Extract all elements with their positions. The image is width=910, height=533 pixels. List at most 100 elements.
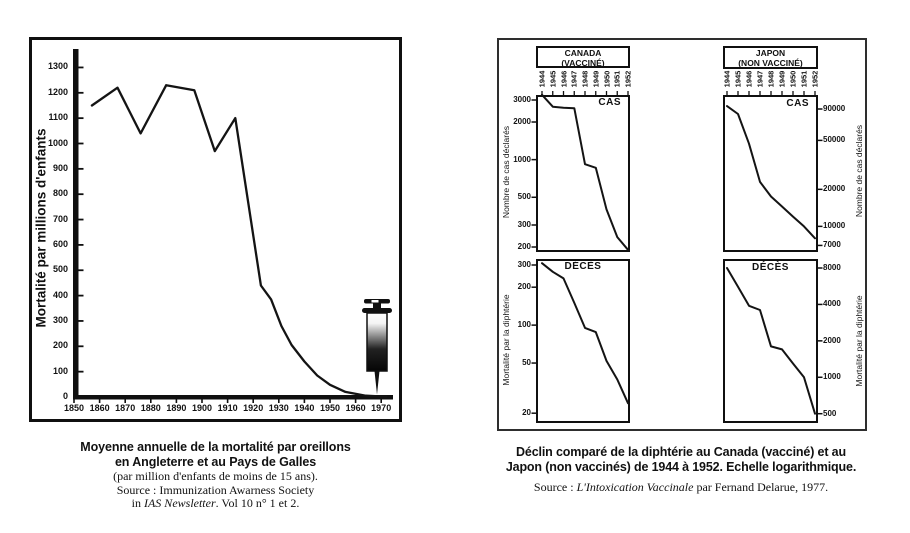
- diphtheria-caption: Déclin comparé de la diphtérie au Canada…: [487, 445, 875, 494]
- canada-deaths-axis-title: Mortalité par la diphtérie: [501, 294, 511, 386]
- source-prefix: in: [131, 496, 144, 510]
- log-ytick-label: 8000: [823, 263, 841, 272]
- canada-cases-label: CAS: [598, 97, 621, 108]
- mumps-xtick-label: 1960: [345, 403, 366, 413]
- log-ytick-label: 500: [517, 192, 531, 202]
- source-suffix: . Vol 10 n° 1 et 2.: [215, 496, 300, 510]
- mumps-xtick-label: 1970: [371, 403, 392, 413]
- mumps-xtick-label: 1870: [115, 403, 136, 413]
- japon-cases-chart: [723, 95, 818, 252]
- log-ytick-label: 2000: [513, 117, 531, 126]
- canada-cases-axis-title: Nombre de cas déclarés: [501, 125, 511, 219]
- log-ytick-label: 200: [517, 282, 531, 292]
- japon-deaths-chart: [723, 259, 818, 423]
- log-ytick-label: 3000: [513, 95, 531, 104]
- log-ytick-label: 300: [517, 220, 531, 229]
- mumps-ytick-label: 700: [52, 213, 68, 224]
- year-label: 1944: [537, 70, 547, 88]
- log-ytick-label: 1000: [823, 372, 841, 382]
- mumps-xtick-label: 1900: [191, 403, 213, 413]
- log-ytick-label: 10000: [823, 221, 846, 231]
- canada-header: CANADA (VACCINÉ): [536, 46, 630, 68]
- japon-header: JAPON (NON VACCINÉ): [723, 46, 818, 69]
- mumps-ytick-label: 800: [52, 188, 68, 199]
- log-ytick-label: 100: [517, 320, 531, 330]
- mumps-xtick-label: 1890: [166, 403, 187, 413]
- mumps-ytick-label: 100: [52, 365, 68, 376]
- mumps-ytick-label: 400: [52, 289, 68, 300]
- mumps-y-axis-title: Mortalité par millions d'enfants: [33, 128, 49, 328]
- syringe-icon: [362, 299, 392, 395]
- mumps-xtick-label: 1920: [243, 403, 264, 413]
- log-ytick-label: 90000: [823, 104, 846, 113]
- year-label: 1947: [755, 70, 765, 88]
- year-label: 1948: [580, 70, 590, 88]
- log-ytick-label: 7000: [823, 240, 841, 250]
- canada-cases-chart: [536, 95, 630, 252]
- japon-subtitle: (NON VACCINÉ): [738, 57, 803, 68]
- japon-title: JAPON: [755, 48, 786, 58]
- canada-deaths-label: DÉCÈS: [564, 261, 602, 272]
- log-ytick-label: 300: [517, 260, 531, 269]
- log-ytick-label: 50000: [823, 135, 846, 145]
- mumps-ytick-label: 1200: [47, 86, 68, 97]
- diphtheria-figure-frame: [497, 38, 867, 431]
- source-prefix: Source :: [533, 480, 577, 494]
- canada-title: CANADA: [564, 48, 602, 58]
- source-italic-title: L'Intoxication Vaccinale: [576, 480, 694, 494]
- source-italic-title: IAS Newsletter: [143, 496, 216, 510]
- mumps-ytick-label: 1100: [48, 112, 68, 123]
- mumps-figure-frame: [29, 37, 402, 422]
- japon-cases-axis-title: Nombre de cas déclarés: [854, 124, 864, 218]
- log-ytick-label: 2000: [823, 335, 841, 345]
- year-label: 1945: [548, 70, 558, 88]
- mumps-caption-source: Source : Immunization Awarness Society: [116, 482, 315, 497]
- mumps-xtick-label: 1910: [217, 403, 238, 413]
- diphtheria-caption-line2: Japon (non vaccinés) de 1944 à 1952. Ech…: [505, 460, 857, 474]
- mumps-caption-source-2: in IAS Newsletter. Vol 10 n° 1 et 2.: [29, 496, 402, 511]
- log-ytick-label: 200: [517, 242, 531, 251]
- mumps-xtick-label: 1950: [319, 403, 341, 413]
- diphtheria-caption-line1: Déclin comparé de la diphtérie au Canada…: [516, 445, 846, 459]
- log-ytick-label: 20: [522, 408, 531, 418]
- mumps-ytick-label: 600: [52, 238, 68, 249]
- log-ytick-label: 20000: [823, 184, 846, 194]
- log-ytick-label: 50: [522, 358, 531, 368]
- year-label: 1944: [722, 70, 732, 88]
- mumps-ytick-label: 300: [52, 314, 68, 325]
- year-label: 1949: [591, 70, 601, 88]
- canada-subtitle: (VACCINÉ): [561, 57, 605, 68]
- mumps-ytick-label: 900: [52, 162, 68, 173]
- year-label: 1952: [623, 70, 633, 88]
- mumps-caption-note: (par million d'enfants de moins de 15 an…: [113, 469, 318, 483]
- mumps-ytick-label: 200: [52, 340, 68, 351]
- log-ytick-label: 500: [823, 408, 837, 418]
- mumps-xtick-label: 1940: [294, 403, 315, 413]
- canada-deaths-chart: [536, 259, 630, 423]
- year-label: 1946: [744, 70, 754, 88]
- mumps-ytick-label: 1300: [47, 61, 68, 72]
- mumps-ytick-label: 0: [62, 391, 68, 401]
- japon-deaths-label: DÉCÈS: [752, 262, 789, 273]
- mumps-xtick-label: 1860: [89, 403, 110, 413]
- year-label: 1947: [569, 70, 579, 88]
- year-label: 1949: [777, 70, 787, 88]
- mumps-xtick-label: 1850: [63, 403, 85, 413]
- year-label: 1952: [810, 70, 820, 88]
- year-label: 1950: [788, 70, 798, 88]
- diphtheria-caption-source: Source : L'Intoxication Vaccinale par Fe…: [487, 480, 875, 494]
- year-label: 1950: [602, 70, 611, 88]
- year-label: 1945: [733, 70, 743, 88]
- source-suffix: par Fernand Delarue, 1977.: [693, 480, 829, 494]
- mumps-ytick-label: 500: [52, 264, 68, 275]
- log-ytick-label: 4000: [823, 299, 841, 309]
- year-label: 1946: [559, 70, 568, 88]
- japon-deaths-axis-title: Mortalité par la diphtérie: [854, 295, 864, 387]
- japon-cases-label: CAS: [786, 98, 809, 109]
- mumps-ytick-label: 1000: [47, 137, 68, 148]
- year-label: 1951: [612, 70, 622, 88]
- year-label: 1948: [766, 70, 776, 88]
- log-ytick-label: 1000: [513, 154, 531, 164]
